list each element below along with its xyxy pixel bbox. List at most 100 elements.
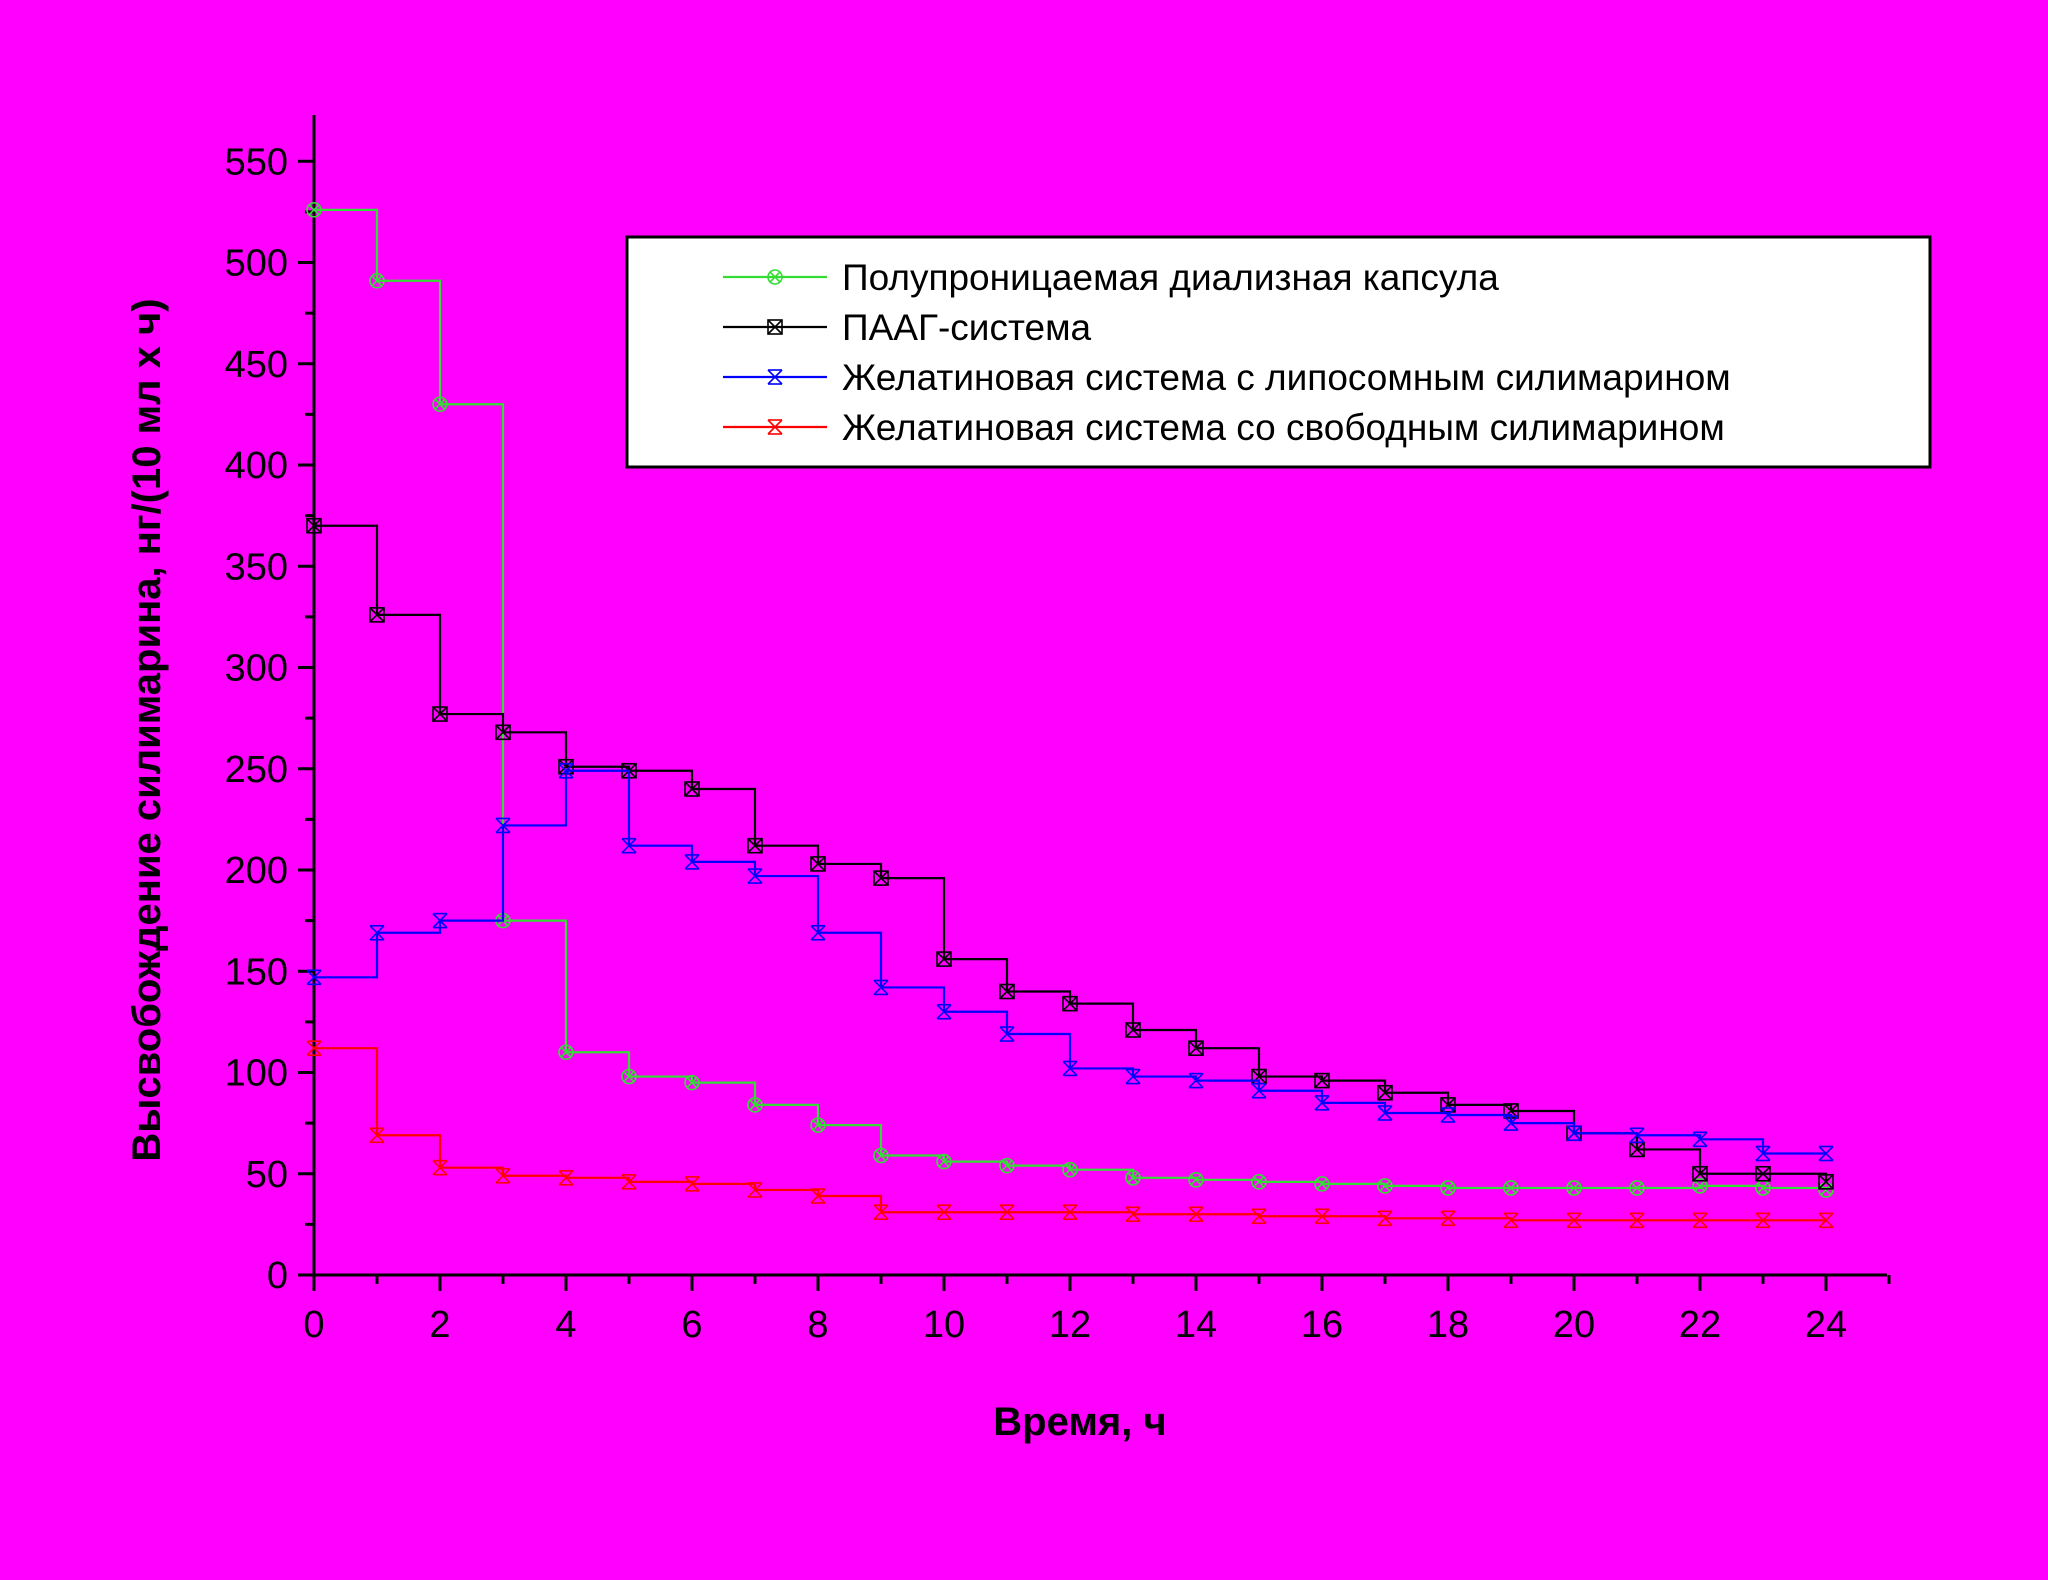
marker-cross: [1818, 1212, 1834, 1228]
marker-cross: [875, 1149, 887, 1162]
data-point: [747, 837, 763, 854]
marker-circle: [1314, 1176, 1330, 1192]
marker-cross: [558, 759, 574, 775]
series-line: [314, 1047, 1826, 1222]
marker-cross: [1757, 1182, 1769, 1194]
data-point: [432, 396, 448, 413]
series-4: [306, 1040, 1834, 1229]
marker-cross: [495, 1168, 511, 1184]
marker-cross: [623, 1070, 635, 1083]
marker-cross: [1188, 1073, 1204, 1089]
y-tick-label: 50: [246, 1154, 288, 1196]
data-point: [558, 1044, 574, 1061]
marker-square: [1188, 1040, 1204, 1056]
data-point: [999, 983, 1015, 1000]
x-tick-label: 4: [555, 1304, 576, 1346]
data-point: [1755, 1165, 1771, 1182]
marker-cross: [1062, 1060, 1078, 1077]
marker-cross: [1253, 1176, 1265, 1188]
marker-cross: [1377, 1085, 1393, 1101]
x-tick-label: 24: [1805, 1304, 1847, 1346]
marker-cross: [432, 706, 448, 722]
data-point: [432, 1159, 448, 1176]
data-point: [432, 912, 448, 929]
marker-circle: [1566, 1180, 1582, 1196]
data-point: [1629, 1212, 1645, 1229]
marker-cross: [1377, 1105, 1393, 1121]
marker-circle: [621, 1068, 637, 1085]
x-tick-label: 6: [681, 1304, 702, 1346]
marker-square: [810, 856, 826, 872]
data-point: [1251, 1082, 1267, 1099]
marker-cross: [560, 1046, 572, 1058]
data-point: [306, 517, 322, 534]
legend-item: ПААГ-система: [723, 307, 1092, 348]
data-point: [767, 419, 783, 435]
marker-cross: [873, 1204, 889, 1220]
plot-series: [306, 202, 1834, 1229]
data-point: [1818, 1174, 1834, 1190]
marker-cross: [767, 319, 783, 335]
marker-cross: [369, 607, 385, 623]
marker-circle: [1692, 1178, 1708, 1194]
series-line: [314, 769, 1826, 1155]
data-point: [1692, 1212, 1708, 1229]
marker-cross: [686, 1077, 698, 1089]
data-point: [369, 924, 385, 941]
marker-cross: [1692, 1212, 1708, 1228]
marker-circle: [684, 1074, 700, 1091]
data-point: [495, 817, 511, 834]
marker-square: [1755, 1165, 1771, 1182]
marker-square: [1377, 1084, 1393, 1101]
data-point: [1062, 1060, 1078, 1077]
data-point: [1503, 1180, 1519, 1196]
y-tick-label: 550: [225, 141, 288, 183]
data-point: [1818, 1145, 1834, 1162]
data-point: [810, 1188, 826, 1204]
marker-circle: [1125, 1170, 1141, 1186]
marker-cross: [999, 1204, 1015, 1220]
data-point: [369, 272, 385, 289]
data-point: [1062, 995, 1078, 1012]
legend-item: Полупроницаемая диализная капсула: [723, 257, 1499, 298]
marker-cross: [434, 398, 446, 410]
marker-circle: [810, 1117, 826, 1133]
marker-circle: [747, 1097, 763, 1113]
marker-cross: [1820, 1184, 1832, 1196]
y-tick-label: 400: [225, 445, 288, 487]
data-point: [936, 1153, 952, 1170]
marker-cross: [558, 1170, 574, 1186]
data-point: [873, 870, 889, 886]
data-point: [1377, 1178, 1393, 1194]
data-point: [936, 1204, 952, 1221]
data-point: [1692, 1131, 1708, 1148]
marker-cross: [936, 951, 952, 967]
marker-cross: [1251, 1208, 1267, 1224]
marker-circle: [1188, 1172, 1204, 1188]
marker-square: [1062, 995, 1078, 1012]
marker-cross: [1503, 1212, 1519, 1228]
data-point: [873, 1147, 889, 1164]
data-point: [684, 1176, 700, 1192]
data-point: [1062, 1204, 1078, 1221]
y-tick-label: 500: [225, 243, 288, 285]
data-point: [747, 868, 763, 884]
marker-cross: [1566, 1125, 1582, 1141]
data-point: [1314, 1095, 1330, 1111]
data-point: [1440, 1180, 1456, 1196]
marker-cross: [369, 925, 385, 941]
legend-item: Желатиновая система со свободным силимар…: [723, 407, 1725, 448]
marker-cross: [684, 781, 700, 797]
marker-cross: [999, 983, 1015, 1000]
marker-circle: [1377, 1178, 1393, 1194]
marker-cross: [1503, 1115, 1519, 1131]
marker-cross: [999, 1026, 1015, 1042]
data-point: [767, 319, 783, 335]
data-point: [306, 969, 322, 986]
marker-cross: [936, 1204, 952, 1220]
marker-circle: [873, 1147, 889, 1164]
data-point: [1566, 1212, 1582, 1229]
marker-cross: [1755, 1166, 1771, 1182]
marker-square: [1692, 1165, 1708, 1182]
marker-circle: [1062, 1161, 1078, 1178]
